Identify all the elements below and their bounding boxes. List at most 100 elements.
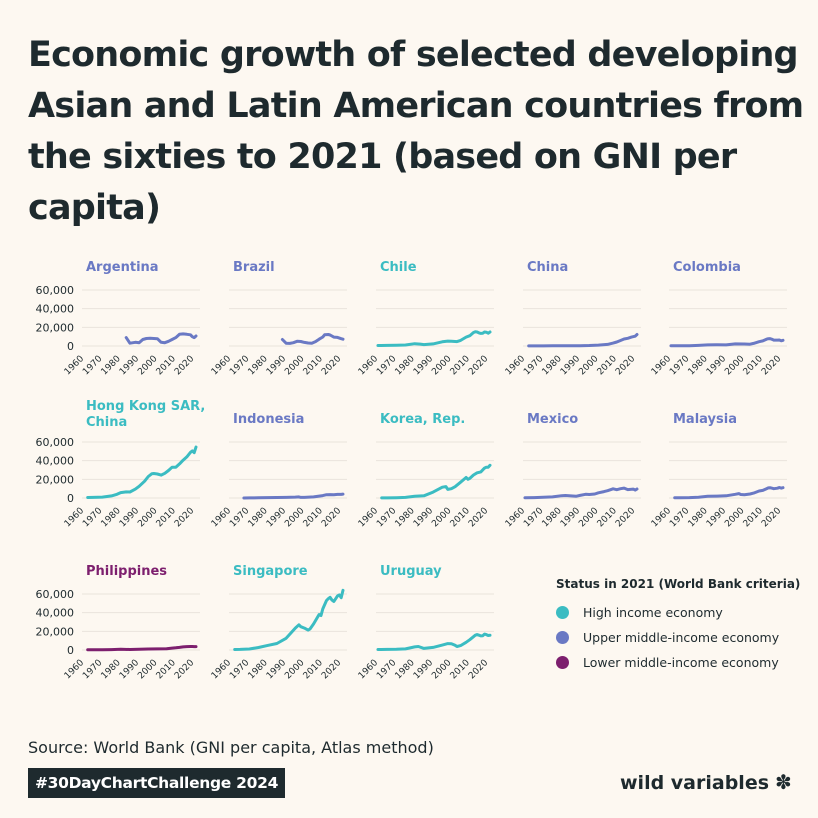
legend-item-upper: Upper middle-income economy: [556, 625, 800, 650]
series-line-korea-rep: [380, 463, 492, 500]
x-tick-label-china-2: 1980: [541, 354, 564, 377]
series-line-argentina: [124, 332, 198, 345]
x-tick-label-china-1: 1970: [522, 354, 545, 377]
series-line-mexico: [523, 486, 639, 500]
x-tick-label-argentina-5: 2010: [155, 354, 178, 377]
x-tick-label-philippines-0: 1960: [63, 658, 86, 681]
panel-title-mexico: Mexico: [527, 412, 578, 427]
x-tick-label-argentina-0: 1960: [63, 354, 86, 377]
x-tick-label-malaysia-5: 2010: [742, 506, 765, 529]
x-tick-label-singapore-6: 2020: [320, 658, 343, 681]
x-tick-label-mexico-4: 2000: [577, 506, 600, 529]
x-tick-label-colombia-2: 1980: [687, 354, 710, 377]
x-tick-label-china-4: 2000: [577, 354, 600, 377]
x-tick-label-malaysia-3: 1990: [705, 506, 728, 529]
series-line-china: [527, 333, 639, 348]
x-tick-label-china-0: 1960: [504, 354, 527, 377]
panel-title-brazil: Brazil: [233, 260, 275, 275]
panel-title-colombia: Colombia: [673, 260, 741, 275]
x-tick-label-philippines-5: 2010: [155, 658, 178, 681]
x-tick-label-chile-3: 1990: [412, 354, 435, 377]
challenge-badge: #30DayChartChallenge 2024: [28, 768, 285, 798]
x-tick-label-brazil-2: 1980: [247, 354, 270, 377]
x-tick-label-indonesia-6: 2020: [320, 506, 343, 529]
x-tick-label-korea-rep-5: 2010: [449, 506, 472, 529]
x-tick-label-brazil-6: 2020: [320, 354, 343, 377]
series-line-brazil: [280, 333, 345, 345]
panel-title-indonesia: Indonesia: [233, 412, 304, 427]
series-line-chile: [376, 330, 492, 347]
x-tick-label-hong-kong-sar-china-2: 1980: [100, 506, 123, 529]
x-tick-label-china-5: 2010: [596, 354, 619, 377]
brand-logo: wild variables ✽: [620, 770, 800, 794]
x-tick-label-mexico-3: 1990: [559, 506, 582, 529]
panel-title-singapore: Singapore: [233, 564, 308, 579]
x-tick-label-hong-kong-sar-china-6: 2020: [173, 506, 196, 529]
x-tick-label-singapore-0: 1960: [210, 658, 233, 681]
y-tick-label-hong-kong-sar-china-1: 20,000: [36, 473, 75, 486]
x-tick-label-philippines-6: 2020: [173, 658, 196, 681]
panel-title-korea-rep: Korea, Rep.: [380, 412, 465, 427]
panel-title-uruguay: Uruguay: [380, 564, 442, 579]
x-tick-label-malaysia-2: 1980: [687, 506, 710, 529]
x-tick-label-philippines-2: 1980: [100, 658, 123, 681]
x-tick-label-china-6: 2020: [614, 354, 637, 377]
x-tick-label-colombia-5: 2010: [742, 354, 765, 377]
x-tick-label-korea-rep-0: 1960: [357, 506, 380, 529]
x-tick-label-colombia-1: 1970: [668, 354, 691, 377]
x-tick-label-mexico-1: 1970: [522, 506, 545, 529]
panel-title-chile: Chile: [380, 260, 417, 275]
series-line-uruguay: [376, 632, 492, 651]
x-tick-label-uruguay-2: 1980: [394, 658, 417, 681]
x-tick-label-philippines-1: 1970: [81, 658, 104, 681]
x-tick-label-singapore-3: 1990: [265, 658, 288, 681]
x-tick-label-chile-2: 1980: [394, 354, 417, 377]
x-tick-label-indonesia-0: 1960: [210, 506, 233, 529]
x-tick-label-brazil-3: 1990: [265, 354, 288, 377]
y-tick-label-argentina-0: 0: [67, 340, 74, 353]
x-tick-label-indonesia-1: 1970: [228, 506, 251, 529]
x-tick-label-singapore-5: 2010: [302, 658, 325, 681]
x-tick-label-hong-kong-sar-china-1: 1970: [81, 506, 104, 529]
y-tick-label-philippines-2: 40,000: [36, 607, 75, 620]
x-tick-label-uruguay-1: 1970: [375, 658, 398, 681]
x-tick-label-uruguay-3: 1990: [412, 658, 435, 681]
legend-dot-upper: [556, 631, 569, 644]
series-line-colombia: [669, 337, 785, 348]
x-tick-label-argentina-4: 2000: [136, 354, 159, 377]
x-tick-label-mexico-0: 1960: [504, 506, 527, 529]
x-tick-label-malaysia-4: 2000: [723, 506, 746, 529]
panel-title-philippines: Philippines: [86, 564, 167, 579]
x-tick-label-chile-5: 2010: [449, 354, 472, 377]
x-tick-label-korea-rep-4: 2000: [430, 506, 453, 529]
x-tick-label-hong-kong-sar-china-4: 2000: [136, 506, 159, 529]
x-tick-label-korea-rep-2: 1980: [394, 506, 417, 529]
series-line-indonesia: [242, 492, 345, 500]
legend: Status in 2021 (World Bank criteria) Hig…: [556, 577, 800, 675]
x-tick-label-hong-kong-sar-china-5: 2010: [155, 506, 178, 529]
series-line-singapore: [233, 588, 345, 651]
x-tick-label-argentina-3: 1990: [118, 354, 141, 377]
series-line-malaysia: [673, 486, 785, 500]
legend-dot-lower: [556, 656, 569, 669]
x-tick-label-korea-rep-1: 1970: [375, 506, 398, 529]
x-tick-label-chile-0: 1960: [357, 354, 380, 377]
y-tick-label-argentina-2: 40,000: [36, 303, 75, 316]
y-tick-label-philippines-0: 0: [67, 644, 74, 657]
x-tick-label-singapore-2: 1980: [247, 658, 270, 681]
x-tick-label-brazil-4: 2000: [283, 354, 306, 377]
x-tick-label-argentina-2: 1980: [100, 354, 123, 377]
x-tick-label-philippines-4: 2000: [136, 658, 159, 681]
legend-dot-high: [556, 606, 569, 619]
legend-label-upper: Upper middle-income economy: [583, 630, 780, 645]
y-tick-label-philippines-1: 20,000: [36, 625, 75, 638]
x-tick-label-argentina-1: 1970: [81, 354, 104, 377]
panel-title-malaysia: Malaysia: [673, 412, 737, 427]
x-tick-label-indonesia-3: 1990: [265, 506, 288, 529]
panel-title-hong-kong-sar-china: Hong Kong SAR, China: [86, 399, 205, 430]
x-tick-label-uruguay-6: 2020: [467, 658, 490, 681]
x-tick-label-brazil-5: 2010: [302, 354, 325, 377]
x-tick-label-uruguay-0: 1960: [357, 658, 380, 681]
x-tick-label-colombia-6: 2020: [760, 354, 783, 377]
x-tick-label-malaysia-6: 2020: [760, 506, 783, 529]
